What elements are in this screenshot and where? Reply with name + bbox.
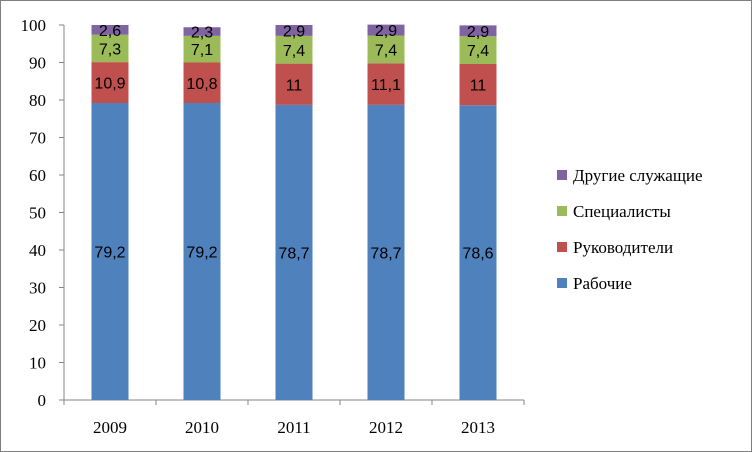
legend-swatch xyxy=(557,242,567,252)
y-tick-label: 70 xyxy=(29,129,46,148)
data-label: 79,2 xyxy=(94,245,125,262)
y-tick-label: 100 xyxy=(21,16,47,35)
data-label: 2,3 xyxy=(191,25,213,42)
bar-segment xyxy=(183,62,221,103)
data-label: 10,8 xyxy=(186,76,217,93)
data-label: 2,9 xyxy=(375,23,397,40)
legend-label: Руководители xyxy=(573,238,673,257)
bar-segment xyxy=(367,35,405,64)
bar-segment xyxy=(275,35,313,64)
data-label: 7,3 xyxy=(99,41,121,58)
bar-segment xyxy=(91,103,129,400)
y-tick-label: 20 xyxy=(29,316,46,335)
legend: Другие служащие Специалисты Руководители Ра… xyxy=(557,166,703,293)
legend-label: Рабочие xyxy=(573,274,632,293)
bar-segment xyxy=(183,35,221,63)
data-label: 11,1 xyxy=(371,77,401,94)
legend-label: Другие служащие xyxy=(573,166,703,185)
data-label: 7,4 xyxy=(375,42,397,59)
y-tick-label: 60 xyxy=(29,166,46,185)
y-tick-label: 90 xyxy=(29,54,46,73)
data-label: 79,2 xyxy=(186,245,217,262)
y-tick-label: 10 xyxy=(29,354,46,373)
data-label: 78,7 xyxy=(370,245,401,262)
bar-segment xyxy=(367,63,405,105)
bar-segment xyxy=(367,104,405,400)
data-label: 7,4 xyxy=(467,43,489,60)
bar-segment xyxy=(459,25,497,37)
legend-label: Специалисты xyxy=(573,202,671,221)
data-label: 11 xyxy=(286,77,303,94)
data-label: 78,6 xyxy=(462,246,493,263)
bar-segment xyxy=(183,103,221,400)
y-tick-label: 80 xyxy=(29,91,46,110)
data-labels: 79,2 10,9 7,32,6 79,2 10,8 7,12,3 78,7 11 7,4 2,9… xyxy=(94,23,493,263)
bar-segment xyxy=(367,24,405,36)
y-tick-label: 50 xyxy=(29,204,46,223)
y-tick-label: 40 xyxy=(29,241,46,260)
x-tick-label: 2010 xyxy=(185,418,219,437)
legend-swatch xyxy=(557,278,567,288)
bar-segment xyxy=(275,104,313,400)
x-tick-label: 2012 xyxy=(369,418,403,437)
bar-segment xyxy=(275,25,313,36)
x-tick-label: 2013 xyxy=(461,418,495,437)
data-label: 78,7 xyxy=(278,245,309,262)
data-label: 10,9 xyxy=(94,76,125,93)
data-label: 2,9 xyxy=(283,23,305,40)
bars xyxy=(91,24,497,400)
x-tick-label: 2009 xyxy=(93,418,127,437)
data-label: 11 xyxy=(470,78,487,95)
y-axis: 0 10 20 30 40 50 60 70 80 90 100 xyxy=(21,16,65,410)
data-label: 7,4 xyxy=(283,43,305,60)
bar-segment xyxy=(91,25,129,35)
legend-swatch xyxy=(557,170,567,180)
bar-segment xyxy=(459,36,497,64)
y-tick-label: 0 xyxy=(38,391,47,410)
bar-segment xyxy=(275,63,313,105)
legend-swatch xyxy=(557,206,567,216)
data-label: 7,1 xyxy=(191,42,213,59)
bar-segment xyxy=(459,105,497,400)
bar-segment xyxy=(459,64,497,106)
bar-segment xyxy=(91,62,129,103)
bar-segment xyxy=(183,27,221,36)
data-label: 2,6 xyxy=(99,23,121,40)
bar-segment xyxy=(91,34,129,63)
y-tick-label: 30 xyxy=(29,279,46,298)
x-axis: 2009 2010 2011 2012 2013 xyxy=(63,399,525,437)
x-tick-label: 2011 xyxy=(277,418,310,437)
data-label: 2,9 xyxy=(467,24,489,41)
